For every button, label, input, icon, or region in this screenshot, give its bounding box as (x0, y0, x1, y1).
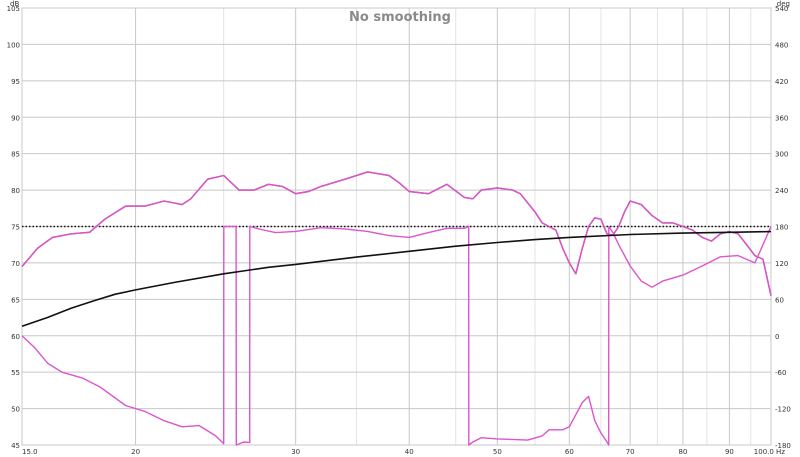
y-tick-label: 50 (11, 406, 20, 414)
y-tick-label: 65 (11, 296, 20, 304)
x-tick-label: 70 (626, 448, 635, 456)
y-tick-label: 90 (11, 114, 20, 122)
series-line-4 (21, 230, 772, 328)
series-line-3 (21, 225, 772, 446)
series-line-2 (21, 171, 772, 296)
y2-tick-label: 120 (775, 260, 788, 268)
x-tick-label: 20 (131, 448, 140, 456)
x-tick-label: 60 (565, 448, 574, 456)
y-tick-label: 45 (11, 442, 20, 450)
y-tick-label: 70 (11, 260, 20, 268)
y2-tick-label: 240 (775, 187, 788, 195)
x-tick-label: 15.0 (22, 448, 38, 456)
y-axis-ticks: 45 50 55 60 65 70 75 80 85 90 95 100 105 (7, 5, 20, 450)
grid-lines (21, 7, 772, 446)
right-unit-label: deg (777, 0, 790, 8)
y2-tick-label: 540 (775, 5, 788, 13)
y2-tick-label: 0 (775, 333, 779, 341)
y-tick-label: 85 (11, 151, 20, 159)
chart-title: No smoothing (349, 10, 451, 25)
y2-axis-ticks: -180 -120 -60 0 60 120 180 240 300 360 420 480 540 (775, 5, 791, 450)
y2-tick-label: -180 (775, 442, 791, 450)
x-tick-label: 30 (291, 448, 300, 456)
y2-tick-label: 60 (775, 296, 784, 304)
y2-tick-label: 420 (775, 78, 788, 86)
left-unit-label: dB (10, 0, 19, 8)
x-tick-label: 50 (493, 448, 502, 456)
x-axis-ticks: 15.0 20 30 40 50 60 70 80 90 100.0 Hz (22, 448, 785, 456)
x-tick-label: 90 (725, 448, 734, 456)
y2-tick-label: 300 (775, 151, 788, 159)
y-tick-label: 80 (11, 187, 20, 195)
y2-tick-label: 180 (775, 224, 788, 232)
series-group (21, 171, 772, 446)
y-tick-label: 100 (7, 41, 20, 49)
y-tick-label: 95 (11, 78, 20, 86)
x-tick-label: 80 (678, 448, 687, 456)
y2-tick-label: 360 (775, 114, 788, 122)
y-tick-label: 75 (11, 224, 20, 232)
y-tick-label: 105 (7, 5, 20, 13)
y-tick-label: 55 (11, 369, 20, 377)
y2-tick-label: -60 (775, 369, 786, 377)
y-tick-label: 60 (11, 333, 20, 341)
x-tick-label: 100.0 Hz (754, 448, 786, 456)
y2-tick-label: -120 (775, 406, 791, 414)
y2-tick-label: 480 (775, 41, 788, 49)
x-tick-label: 40 (405, 448, 414, 456)
